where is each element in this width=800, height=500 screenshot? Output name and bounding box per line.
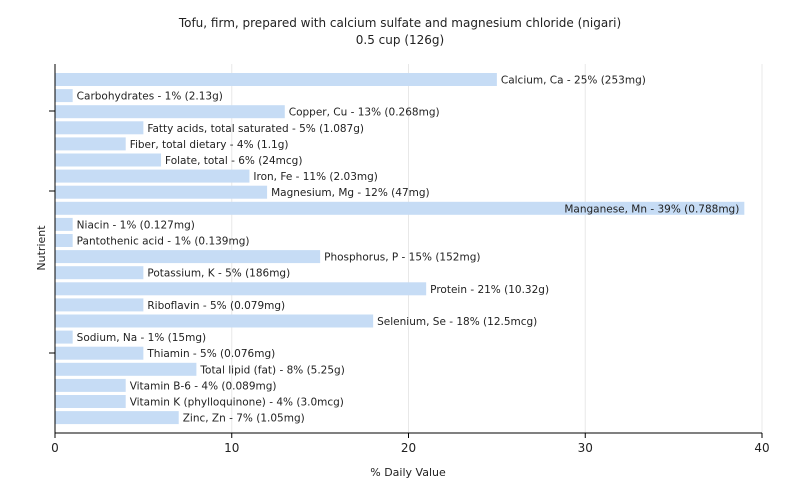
bar-12 <box>55 266 144 280</box>
bar-4 <box>55 137 126 151</box>
x-axis-title: % Daily Value <box>370 466 446 479</box>
x-tick-label-4: 40 <box>754 441 769 455</box>
bar-label-15: Selenium, Se - 18% (12.5mcg) <box>377 316 537 328</box>
axes: 0 10 20 30 40 <box>49 64 770 455</box>
bar-label-4: Fiber, total dietary - 4% (1.1g) <box>130 139 289 151</box>
bar-20 <box>55 395 126 408</box>
bar-19 <box>55 378 126 392</box>
chart-subtitle: 0.5 cup (126g) <box>356 33 444 47</box>
bar-21 <box>55 411 179 425</box>
bar-13 <box>55 282 427 296</box>
bar-label-13: Protein - 21% (10.32g) <box>430 284 549 296</box>
bar-10 <box>55 234 73 247</box>
bar-3 <box>55 121 144 135</box>
bar-label-9: Niacin - 1% (0.127mg) <box>77 219 195 231</box>
x-tick-label-2: 20 <box>401 441 416 455</box>
bar-label-18: Total lipid (fat) - 8% (5.25g) <box>199 364 344 376</box>
x-tick-label-1: 10 <box>224 441 239 455</box>
bar-label-20: Vitamin K (phylloquinone) - 4% (3.0mcg) <box>130 397 344 409</box>
bar-label-6: Iron, Fe - 11% (2.03mg) <box>253 171 377 183</box>
bar-9 <box>55 217 73 231</box>
bar-15 <box>55 314 374 328</box>
bar-0 <box>55 73 497 86</box>
bar-18 <box>55 362 197 376</box>
y-axis-title: Nutrient <box>35 225 48 271</box>
bar-5 <box>55 153 162 167</box>
bar-label-19: Vitamin B-6 - 4% (0.089mg) <box>130 380 277 392</box>
bar-label-11: Phosphorus, P - 15% (152mg) <box>324 252 480 264</box>
bar-6 <box>55 169 250 183</box>
bar-14 <box>55 298 144 312</box>
bar-16 <box>55 330 73 344</box>
grid-lines <box>231 64 763 433</box>
bar-label-21: Zinc, Zn - 7% (1.05mg) <box>183 413 305 425</box>
bars-group: Calcium, Ca - 25% (253mg) Carbohydrates -… <box>55 73 745 425</box>
bar-2 <box>55 105 285 119</box>
bar-1 <box>55 89 73 103</box>
x-tick-label-0: 0 <box>51 441 59 455</box>
bar-label-17: Thiamin - 5% (0.076mg) <box>146 348 275 360</box>
bar-label-1: Carbohydrates - 1% (2.13g) <box>77 91 223 103</box>
bar-label-0: Calcium, Ca - 25% (253mg) <box>501 75 646 87</box>
bar-8 <box>55 201 745 215</box>
chart-title: Tofu, firm, prepared with calcium sulfat… <box>178 16 621 30</box>
bar-label-7: Magnesium, Mg - 12% (47mg) <box>271 187 430 199</box>
bar-label-3: Fatty acids, total saturated - 5% (1.087… <box>147 123 364 135</box>
bar-label-5: Folate, total - 6% (24mcg) <box>165 155 302 167</box>
bar-label-12: Potassium, K - 5% (186mg) <box>147 268 290 280</box>
bar-label-16: Sodium, Na - 1% (15mg) <box>77 332 206 344</box>
bar-label-2: Copper, Cu - 13% (0.268mg) <box>289 107 440 119</box>
bar-17 <box>55 346 144 360</box>
bar-7 <box>55 185 268 199</box>
x-tick-label-3: 30 <box>578 441 593 455</box>
bar-label-10: Pantothenic acid - 1% (0.139mg) <box>77 236 250 248</box>
bar-label-8: Manganese, Mn - 39% (0.788mg) <box>564 203 739 215</box>
bar-label-14: Riboflavin - 5% (0.079mg) <box>147 300 285 312</box>
bar-11 <box>55 250 321 264</box>
